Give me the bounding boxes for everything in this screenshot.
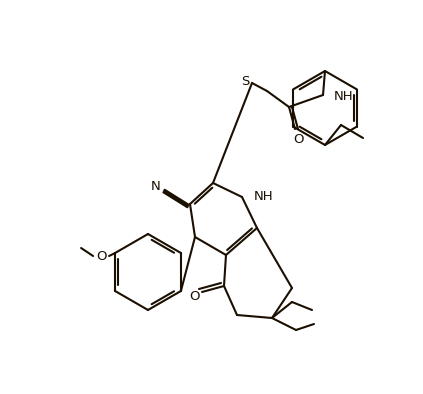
Text: O: O bbox=[189, 290, 199, 303]
Text: N: N bbox=[151, 180, 161, 193]
Text: O: O bbox=[294, 132, 304, 145]
Text: NH: NH bbox=[334, 89, 354, 102]
Text: S: S bbox=[241, 74, 249, 87]
Text: NH: NH bbox=[254, 190, 274, 203]
Text: O: O bbox=[96, 249, 106, 262]
